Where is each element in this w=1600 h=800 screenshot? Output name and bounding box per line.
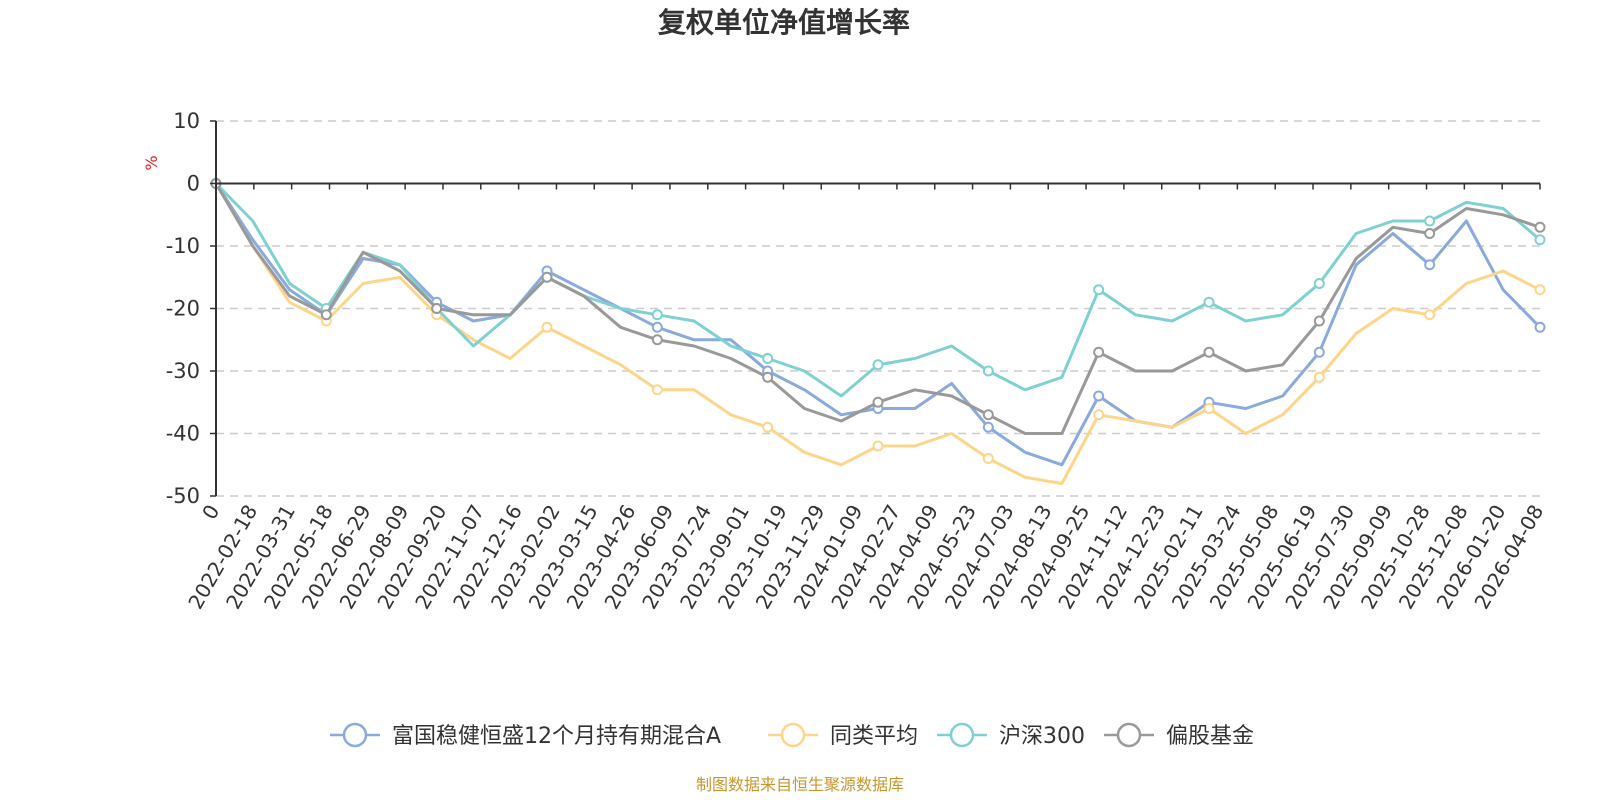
data-point [541,321,553,333]
data-point [982,409,994,421]
legend-marker [780,722,806,748]
data-point [1424,228,1436,239]
data-point [872,396,884,408]
y-tick-label: 10 [173,109,200,133]
y-tick-label: -50 [166,484,200,508]
series-line-1 [214,182,1541,485]
data-point [320,309,332,321]
data-point [1093,346,1105,358]
data-point [651,384,663,396]
data-point [541,271,553,283]
series-lines [210,178,1546,485]
y-tick-label: -30 [166,359,200,383]
data-point [1424,309,1436,321]
legend-marker [1116,722,1142,748]
data-point [872,440,884,452]
legend-label: 富国稳健恒盛12个月持有期混合A [392,724,721,749]
data-point [1313,371,1325,383]
data-point [762,421,774,433]
data-point [762,353,774,364]
legend-label: 沪深300 [999,724,1085,749]
y-tick-label: -10 [166,234,200,258]
x-tick-labels: 02022-02-182022-03-312022-05-182022-06-2… [183,183,1548,613]
data-point [1534,321,1546,333]
source-note: 制图数据来自恒生聚源数据库 [696,775,904,794]
data-point [1093,409,1105,421]
y-tick-label: -40 [166,422,200,446]
data-point [1534,234,1546,246]
series-line-0 [214,182,1542,467]
data-point [1093,284,1105,296]
legend-marker [342,722,368,748]
legend-marker [949,722,975,748]
data-point [1093,390,1105,402]
x-tick-label: 0 [197,501,224,524]
legend-label: 同类平均 [830,724,918,749]
data-point [1534,221,1546,233]
data-point [872,359,884,371]
data-point [1534,284,1546,296]
data-point [1313,346,1325,358]
data-point [651,334,663,346]
data-point [1313,315,1325,327]
y-tick-label: -20 [166,297,200,321]
data-point [762,371,774,383]
data-point [1313,278,1325,289]
y-axis-unit: % [142,155,161,170]
y-tick-label: 0 [187,172,200,196]
data-point [1203,346,1215,358]
data-point [1424,259,1436,271]
data-point [982,453,994,464]
legend: 富国稳健恒盛12个月持有期混合A 同类平均 沪深300 偏股基金 [330,722,1254,749]
data-point [1203,296,1215,308]
data-point [1424,215,1436,227]
y-tick-labels: 10 0 -10 -20 -30 -40 -50 [166,109,216,508]
grid-lines [216,120,1540,497]
data-point [651,309,663,321]
data-point [982,365,994,377]
chart-title: 复权单位净值增长率 [658,6,910,39]
data-point [982,421,994,433]
data-point [1203,403,1215,414]
data-point [431,303,443,314]
legend-label: 偏股基金 [1166,724,1254,749]
data-point [651,321,663,333]
